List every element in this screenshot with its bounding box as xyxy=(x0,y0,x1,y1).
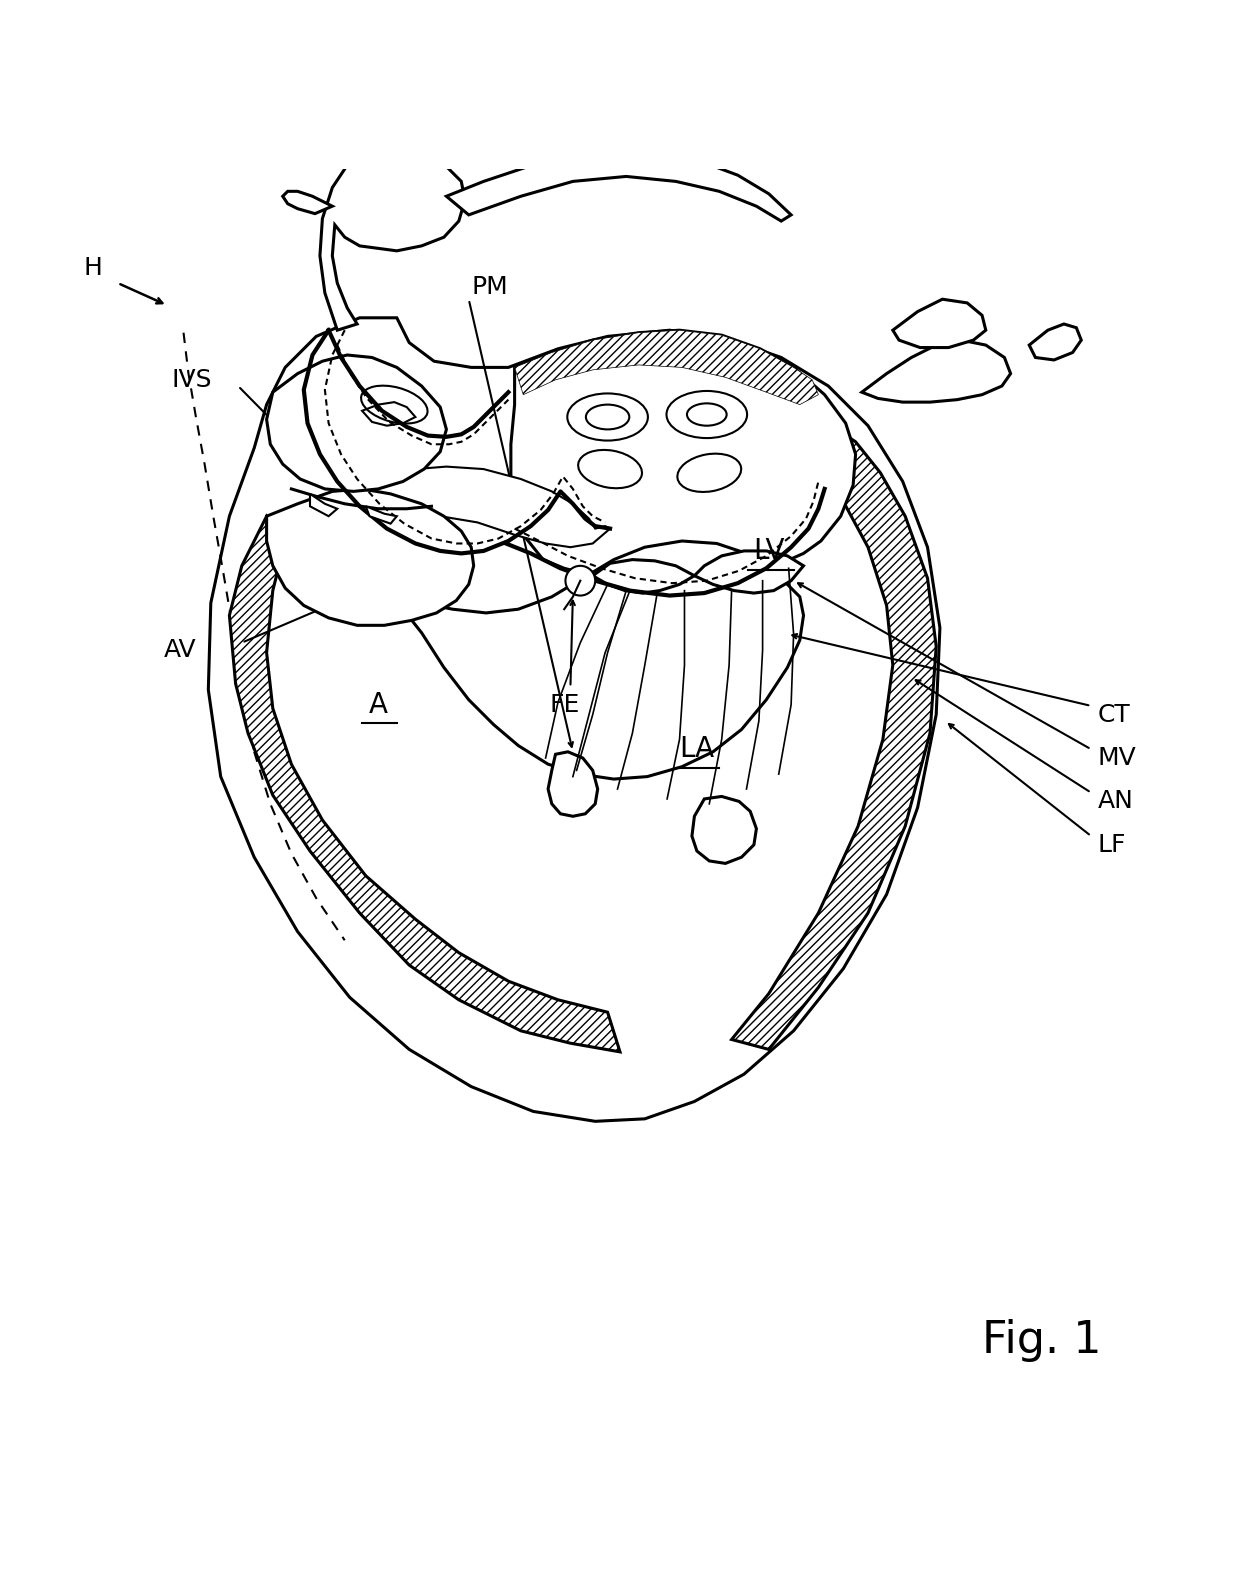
Polygon shape xyxy=(229,516,620,1053)
Text: Fig. 1: Fig. 1 xyxy=(982,1319,1101,1362)
Ellipse shape xyxy=(667,391,746,439)
Ellipse shape xyxy=(578,450,642,488)
Text: MV: MV xyxy=(1097,746,1136,770)
Polygon shape xyxy=(391,541,804,780)
Polygon shape xyxy=(732,398,936,1049)
Polygon shape xyxy=(593,560,694,593)
Polygon shape xyxy=(320,150,465,330)
Polygon shape xyxy=(548,751,598,816)
Polygon shape xyxy=(511,330,856,581)
Text: PM: PM xyxy=(471,275,508,298)
Text: H: H xyxy=(83,256,103,281)
Polygon shape xyxy=(267,489,474,625)
Polygon shape xyxy=(1029,323,1081,360)
Polygon shape xyxy=(267,355,446,491)
Text: FE: FE xyxy=(549,693,579,716)
Text: LF: LF xyxy=(1097,833,1126,857)
Polygon shape xyxy=(862,341,1011,402)
Ellipse shape xyxy=(677,453,742,492)
Polygon shape xyxy=(692,797,756,863)
Circle shape xyxy=(565,567,595,595)
Text: LV: LV xyxy=(753,537,785,565)
Polygon shape xyxy=(694,551,804,593)
Text: AV: AV xyxy=(164,638,196,663)
Text: CT: CT xyxy=(1097,702,1130,726)
Polygon shape xyxy=(446,150,791,221)
Text: LA: LA xyxy=(680,735,714,764)
Polygon shape xyxy=(362,402,415,426)
Polygon shape xyxy=(893,300,986,347)
Ellipse shape xyxy=(568,393,647,440)
Polygon shape xyxy=(308,467,610,555)
Polygon shape xyxy=(515,330,818,404)
Text: AN: AN xyxy=(1097,789,1133,813)
Text: A: A xyxy=(368,691,388,718)
Polygon shape xyxy=(366,507,397,524)
Text: IVS: IVS xyxy=(172,368,212,391)
Polygon shape xyxy=(310,494,337,516)
Polygon shape xyxy=(283,191,332,213)
